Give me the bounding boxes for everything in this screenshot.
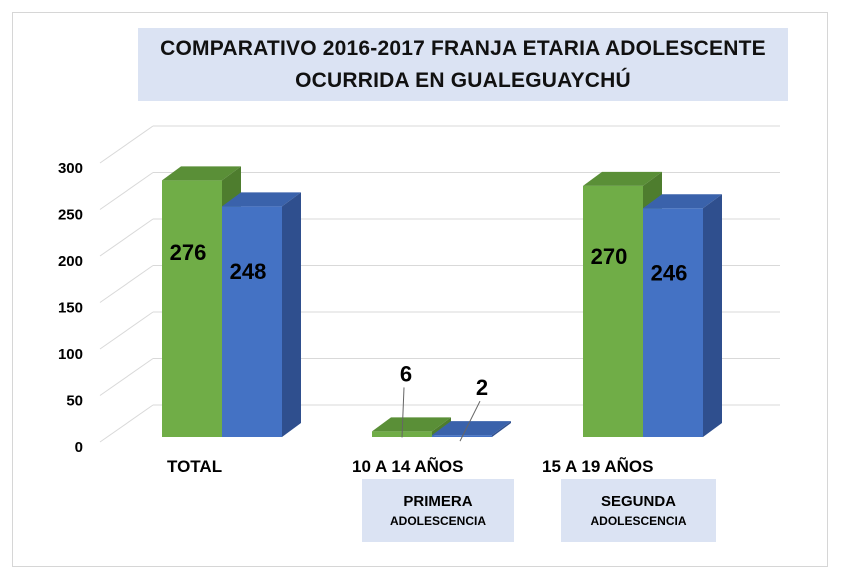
subcategory-segunda-line2: ADOLESCENCIA (590, 513, 687, 528)
y-tick-label: 0 (75, 439, 83, 456)
bar-top (583, 171, 662, 186)
y-axis: 0 50 100 150 200 250 300 (58, 160, 83, 456)
bar-top (162, 166, 241, 181)
bar-side (282, 192, 301, 437)
leader-line (459, 400, 481, 442)
bar-top (432, 421, 511, 436)
bar (643, 194, 722, 437)
bar-front (643, 208, 703, 437)
data-label: 246 (651, 260, 688, 285)
x-tick-label-10-14: 10 A 14 AÑOS (352, 457, 464, 476)
gridline-diagonal (99, 358, 154, 396)
gridline-diagonal (99, 265, 154, 303)
subcategory-segunda-line1: SEGUNDA (600, 492, 676, 510)
data-label: 6 (400, 361, 412, 386)
y-tick-label: 50 (66, 393, 83, 410)
bar-front (583, 185, 643, 437)
bar-front (162, 180, 222, 437)
gridline-diagonal (99, 311, 154, 350)
data-label: 270 (591, 244, 628, 269)
x-tick-label-total: TOTAL (167, 457, 223, 476)
x-tick-label-15-19: 15 A 19 AÑOS (542, 457, 654, 476)
bars (162, 166, 722, 437)
subcategory-primera-line2: ADOLESCENCIA (389, 513, 486, 528)
y-tick-label: 150 (58, 300, 83, 317)
bar-top (643, 194, 722, 209)
subcategory-primera-line1: PRIMERA (403, 492, 473, 510)
data-label: 248 (230, 259, 267, 284)
gridline-diagonal (99, 218, 154, 257)
leader-line (401, 387, 405, 438)
data-label: 276 (170, 240, 207, 265)
chart-title: COMPARATIVO 2016-2017 FRANJA ETARIA ADOL… (138, 28, 788, 101)
y-tick-label: 300 (58, 160, 83, 177)
subcategory-box-primera: PRIMERA ADOLESCENCIA (362, 479, 514, 542)
bar-top (222, 192, 301, 207)
y-tick-label: 200 (58, 253, 83, 270)
bar-front (222, 206, 282, 437)
gridline-diagonal (99, 125, 154, 164)
chart-title-line-2: OCURRIDA EN GUALEGUAYCHÚ (295, 68, 631, 92)
gridline-diagonal (99, 404, 154, 443)
data-labels: 276 248 6 2 270 246 (170, 240, 688, 442)
gridline-diagonal (99, 172, 154, 210)
bar-top (372, 417, 451, 432)
bar-side (703, 194, 722, 437)
subcategory-box-segunda: SEGUNDA ADOLESCENCIA (561, 479, 716, 542)
y-tick-label: 250 (58, 207, 83, 224)
data-label: 2 (476, 375, 488, 400)
bar-side (492, 421, 511, 437)
bar (222, 192, 301, 437)
y-tick-label: 100 (58, 346, 83, 363)
chart-title-line-1: COMPARATIVO 2016-2017 FRANJA ETARIA ADOL… (160, 36, 766, 60)
